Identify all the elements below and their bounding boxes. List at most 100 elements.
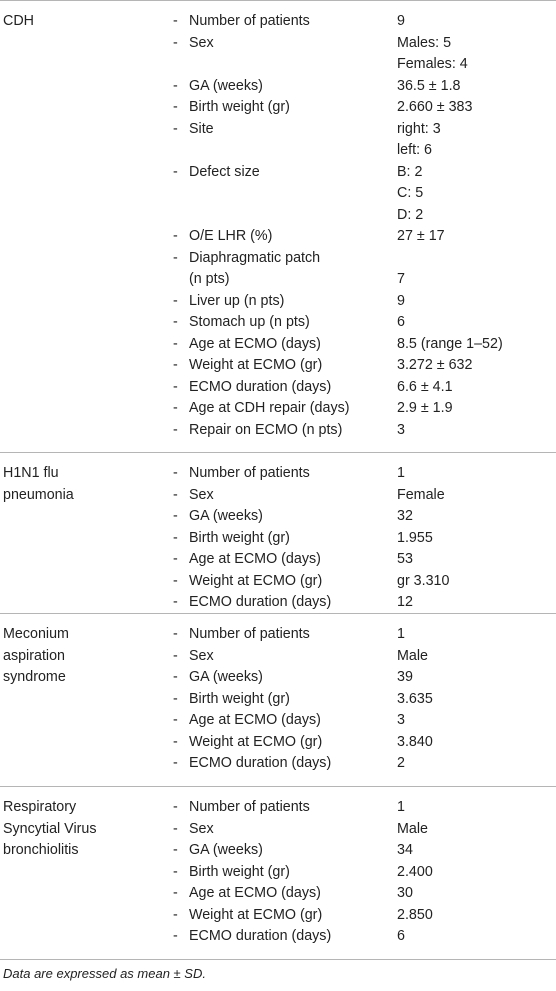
bullet-dash: - — [173, 572, 178, 589]
parameter-label: Liver up (n pts) — [189, 292, 285, 309]
parameter-label: Sex — [189, 486, 214, 503]
bullet-dash: - — [173, 486, 178, 503]
parameter-value: 6 — [397, 314, 405, 330]
table-row: - ECMO duration (days) 2 — [0, 753, 556, 775]
parameter-label: Site — [189, 120, 214, 137]
bullet-dash: - — [173, 13, 178, 29]
parameter-label: ECMO duration (days) — [189, 928, 332, 944]
parameter-value: C: 5 — [397, 185, 424, 201]
parameter-value: 3.840 — [397, 733, 433, 750]
parameter-value: Females: 4 — [397, 56, 468, 72]
parameter-value: right: 3 — [397, 120, 441, 137]
table-row: Females: 4 — [0, 54, 556, 76]
table-row: - Defect size B: 2 — [0, 162, 556, 184]
table-row: - ECMO duration (days) 6.6 ± 4.1 — [0, 377, 556, 399]
bullet-dash: - — [173, 594, 178, 610]
parameter-label: Number of patients — [189, 799, 310, 815]
table-row: - Site right: 3 — [0, 119, 556, 141]
parameter-value: 6.6 ± 4.1 — [397, 378, 453, 395]
condition-name: pneumonia — [3, 486, 74, 503]
bullet-dash: - — [173, 465, 178, 481]
parameter-value: 9 — [397, 13, 405, 29]
bullet-dash: - — [173, 357, 178, 373]
bullet-dash: - — [173, 885, 178, 901]
parameter-label: ECMO duration (days) — [189, 378, 332, 395]
bullet-dash: - — [173, 400, 178, 416]
parameter-value: 1 — [397, 465, 405, 481]
table-row: left: 6 — [0, 140, 556, 162]
parameter-label: GA (weeks) — [189, 669, 263, 685]
parameter-value: 36.5 ± 1.8 — [397, 77, 461, 94]
parameter-value: 3.635 — [397, 690, 433, 707]
parameter-value: 2.850 — [397, 906, 433, 923]
table-row: - Weight at ECMO (gr) 2.850 — [0, 905, 556, 927]
table-row: - Number of patients 1 — [0, 463, 556, 485]
bullet-dash: - — [173, 820, 178, 837]
bullet-dash: - — [173, 120, 178, 137]
table-row: - GA (weeks) 36.5 ± 1.8 — [0, 76, 556, 98]
parameter-value: Male — [397, 820, 428, 837]
parameter-value: 7 — [397, 271, 405, 287]
table-row: - Sex Female — [0, 485, 556, 507]
parameter-value: left: 6 — [397, 142, 432, 158]
parameter-label: Weight at ECMO (gr) — [189, 572, 323, 589]
table-row: - Age at CDH repair (days) 2.9 ± 1.9 — [0, 398, 556, 420]
parameter-label: Sex — [189, 647, 214, 664]
condition-name: CDH — [3, 13, 34, 29]
parameter-label: Defect size — [189, 163, 260, 180]
bullet-dash: - — [173, 733, 178, 750]
table-row: (n pts) 7 — [0, 269, 556, 291]
table-row: - Birth weight (gr) 2.400 — [0, 862, 556, 884]
table-row: - Age at ECMO (days) 30 — [0, 883, 556, 905]
parameter-value: 6 — [397, 928, 405, 944]
parameter-value: 2.400 — [397, 863, 433, 880]
parameter-value: 3 — [397, 421, 405, 438]
table-row: - Weight at ECMO (gr) 3.272 ± 632 — [0, 355, 556, 377]
table-row: - Birth weight (gr) 2.660 ± 383 — [0, 97, 556, 119]
parameter-value: Female — [397, 486, 445, 503]
bullet-dash: - — [173, 163, 178, 180]
table-row: - GA (weeks) 32 — [0, 506, 556, 528]
table-row: - Sex Male — [0, 819, 556, 841]
table-row: - ECMO duration (days) 12 — [0, 592, 556, 614]
row-separator — [0, 0, 556, 1]
bullet-dash: - — [173, 508, 178, 524]
parameter-value: 53 — [397, 551, 413, 567]
parameter-label: Age at ECMO (days) — [189, 885, 321, 901]
parameter-value: 9 — [397, 292, 405, 309]
parameter-label: GA (weeks) — [189, 508, 263, 524]
parameter-label: Birth weight (gr) — [189, 863, 290, 880]
table-row: - Number of patients 1 — [0, 797, 556, 819]
parameter-label: Number of patients — [189, 13, 310, 29]
parameter-label: O/E LHR (%) — [189, 228, 273, 244]
table-row: - O/E LHR (%) 27 ± 17 — [0, 226, 556, 248]
condition-name: H1N1 flu — [3, 465, 59, 481]
bullet-dash: - — [173, 626, 178, 642]
parameter-label: Birth weight (gr) — [189, 99, 290, 115]
bullet-dash: - — [173, 690, 178, 707]
parameter-label: Number of patients — [189, 626, 310, 642]
bullet-dash: - — [173, 712, 178, 728]
condition-name: aspiration — [3, 647, 65, 664]
table-row: - Birth weight (gr) 3.635 — [0, 689, 556, 711]
table-row: - Diaphragmatic patch — [0, 248, 556, 270]
bullet-dash: - — [173, 77, 178, 94]
parameter-value: 3.272 ± 632 — [397, 357, 473, 373]
bullet-dash: - — [173, 755, 178, 771]
table-footnote: Data are expressed as mean ± SD. — [3, 966, 206, 981]
condition-name: Meconium — [3, 626, 69, 642]
table-row: - ECMO duration (days) 6 — [0, 926, 556, 948]
parameter-value: 2.9 ± 1.9 — [397, 400, 453, 416]
bullet-dash: - — [173, 799, 178, 815]
parameter-value: 2 — [397, 755, 405, 771]
parameter-label: Weight at ECMO (gr) — [189, 733, 323, 750]
bullet-dash: - — [173, 378, 178, 395]
bullet-dash: - — [173, 906, 178, 923]
parameter-label: Age at ECMO (days) — [189, 551, 321, 567]
bullet-dash: - — [173, 34, 178, 51]
parameter-label: ECMO duration (days) — [189, 755, 332, 771]
parameter-label: Sex — [189, 820, 214, 837]
condition-name: bronchiolitis — [3, 842, 79, 858]
bullet-dash: - — [173, 99, 178, 115]
parameter-label: Sex — [189, 34, 214, 51]
